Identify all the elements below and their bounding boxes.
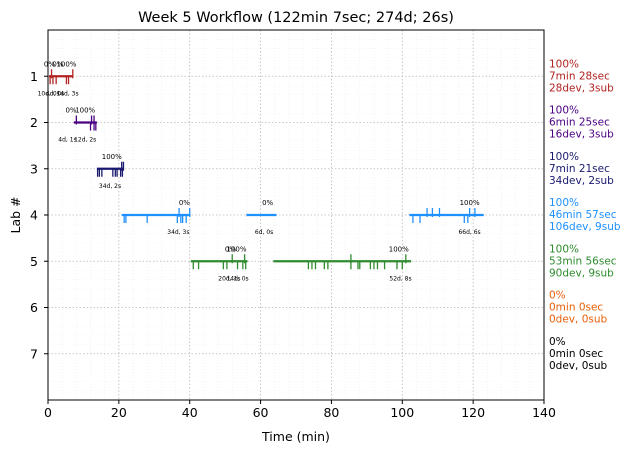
lab-summary-line: 46min 57sec xyxy=(549,209,617,221)
lab-summary-line: 100% xyxy=(549,197,579,209)
lab-3-timeline: 100% 34d, 2s xyxy=(96,153,125,190)
completion-label: 100% xyxy=(389,245,409,253)
axes: 0 20 40 60 80 100 120 140 1 2 3 4 5 6 7 xyxy=(30,69,556,420)
x-axis-label: Time (min) xyxy=(261,429,330,444)
completion-label: 0% xyxy=(65,107,76,115)
completion-label: 100% xyxy=(56,60,76,68)
lab-summary-line: 53min 56sec xyxy=(549,255,617,267)
y-tick-label: 6 xyxy=(30,300,38,315)
y-tick-label: 7 xyxy=(30,346,38,361)
count-label: 14d, 0s xyxy=(226,275,248,282)
lab-summary-line: 0min 0sec xyxy=(549,302,603,314)
completion-label: 0% xyxy=(179,199,190,207)
lab-summary-line: 16dev, 3sub xyxy=(549,129,614,141)
lab-4-timeline: 0% 0% 100% 34d, 3s 6d, 0s 66d, 6s xyxy=(121,199,484,236)
count-label: 34d, 3s xyxy=(167,229,189,236)
lab-summary-line: 7min 21sec xyxy=(549,163,610,175)
completion-label: 0% xyxy=(52,60,63,68)
count-label: 52d, 8s xyxy=(389,275,411,282)
lab-summary-line: 6min 25sec xyxy=(549,117,610,129)
y-tick-label: 4 xyxy=(30,208,38,223)
lab-summary-line: 34dev, 2sub xyxy=(549,175,614,187)
lab-summary-line: 0dev, 0sub xyxy=(549,360,608,372)
count-label: 34d, 2s xyxy=(99,183,121,190)
completion-label: 100% xyxy=(75,107,95,115)
lab-summary-line: 7min 28sec xyxy=(549,70,610,82)
count-label: 10d, 0s xyxy=(38,90,60,97)
lab-summary-line: 0dev, 0sub xyxy=(549,314,608,326)
x-tick-label: 120 xyxy=(461,405,485,420)
x-tick-label: 100 xyxy=(390,405,414,420)
lab-summary-line: 100% xyxy=(549,58,579,70)
y-tick-label: 5 xyxy=(30,254,38,269)
y-tick-label: 1 xyxy=(30,69,38,84)
x-tick-label: 20 xyxy=(111,405,127,420)
y-axis-label: Lab # xyxy=(8,196,23,233)
completion-label: 0% xyxy=(225,245,236,253)
x-tick-label: 80 xyxy=(323,405,339,420)
lab-summary-line: 106dev, 9sub xyxy=(549,221,621,233)
lab-summary-line: 90dev, 9sub xyxy=(549,267,614,279)
lab-summary-line: 0min 0sec xyxy=(549,348,603,360)
y-tick-label: 3 xyxy=(30,161,38,176)
count-label: 4d, 0s xyxy=(46,90,64,97)
count-label: 14d, 3s xyxy=(56,90,78,97)
x-tick-label: 40 xyxy=(182,405,198,420)
lab-summary-line: 100% xyxy=(549,105,579,117)
count-label: 4d, 1s xyxy=(58,137,76,144)
lab-summary-line: 0% xyxy=(549,336,566,348)
x-tick-label: 60 xyxy=(253,405,269,420)
lab-summary-line: 28dev, 3sub xyxy=(549,82,614,94)
lab-summary-line: 0% xyxy=(549,290,566,302)
completion-label: 100% xyxy=(102,153,122,161)
count-label: 20d, 1s xyxy=(218,275,240,282)
lab-summary-line: 100% xyxy=(549,243,579,255)
count-label: 6d, 0s xyxy=(255,229,273,236)
chart-title: Week 5 Workflow (122min 7sec; 274d; 26s) xyxy=(138,10,454,26)
lab-summary-line: 100% xyxy=(549,151,579,163)
count-label: 12d, 2s xyxy=(74,137,96,144)
completion-label: 0% xyxy=(262,199,273,207)
x-tick-label: 0 xyxy=(44,405,52,420)
completion-label: 100% xyxy=(460,199,480,207)
y-tick-label: 2 xyxy=(30,115,38,130)
count-label: 66d, 6s xyxy=(458,229,480,236)
x-tick-label: 140 xyxy=(532,405,556,420)
completion-label: 100% xyxy=(226,245,246,253)
completion-label: 0% xyxy=(44,60,55,68)
